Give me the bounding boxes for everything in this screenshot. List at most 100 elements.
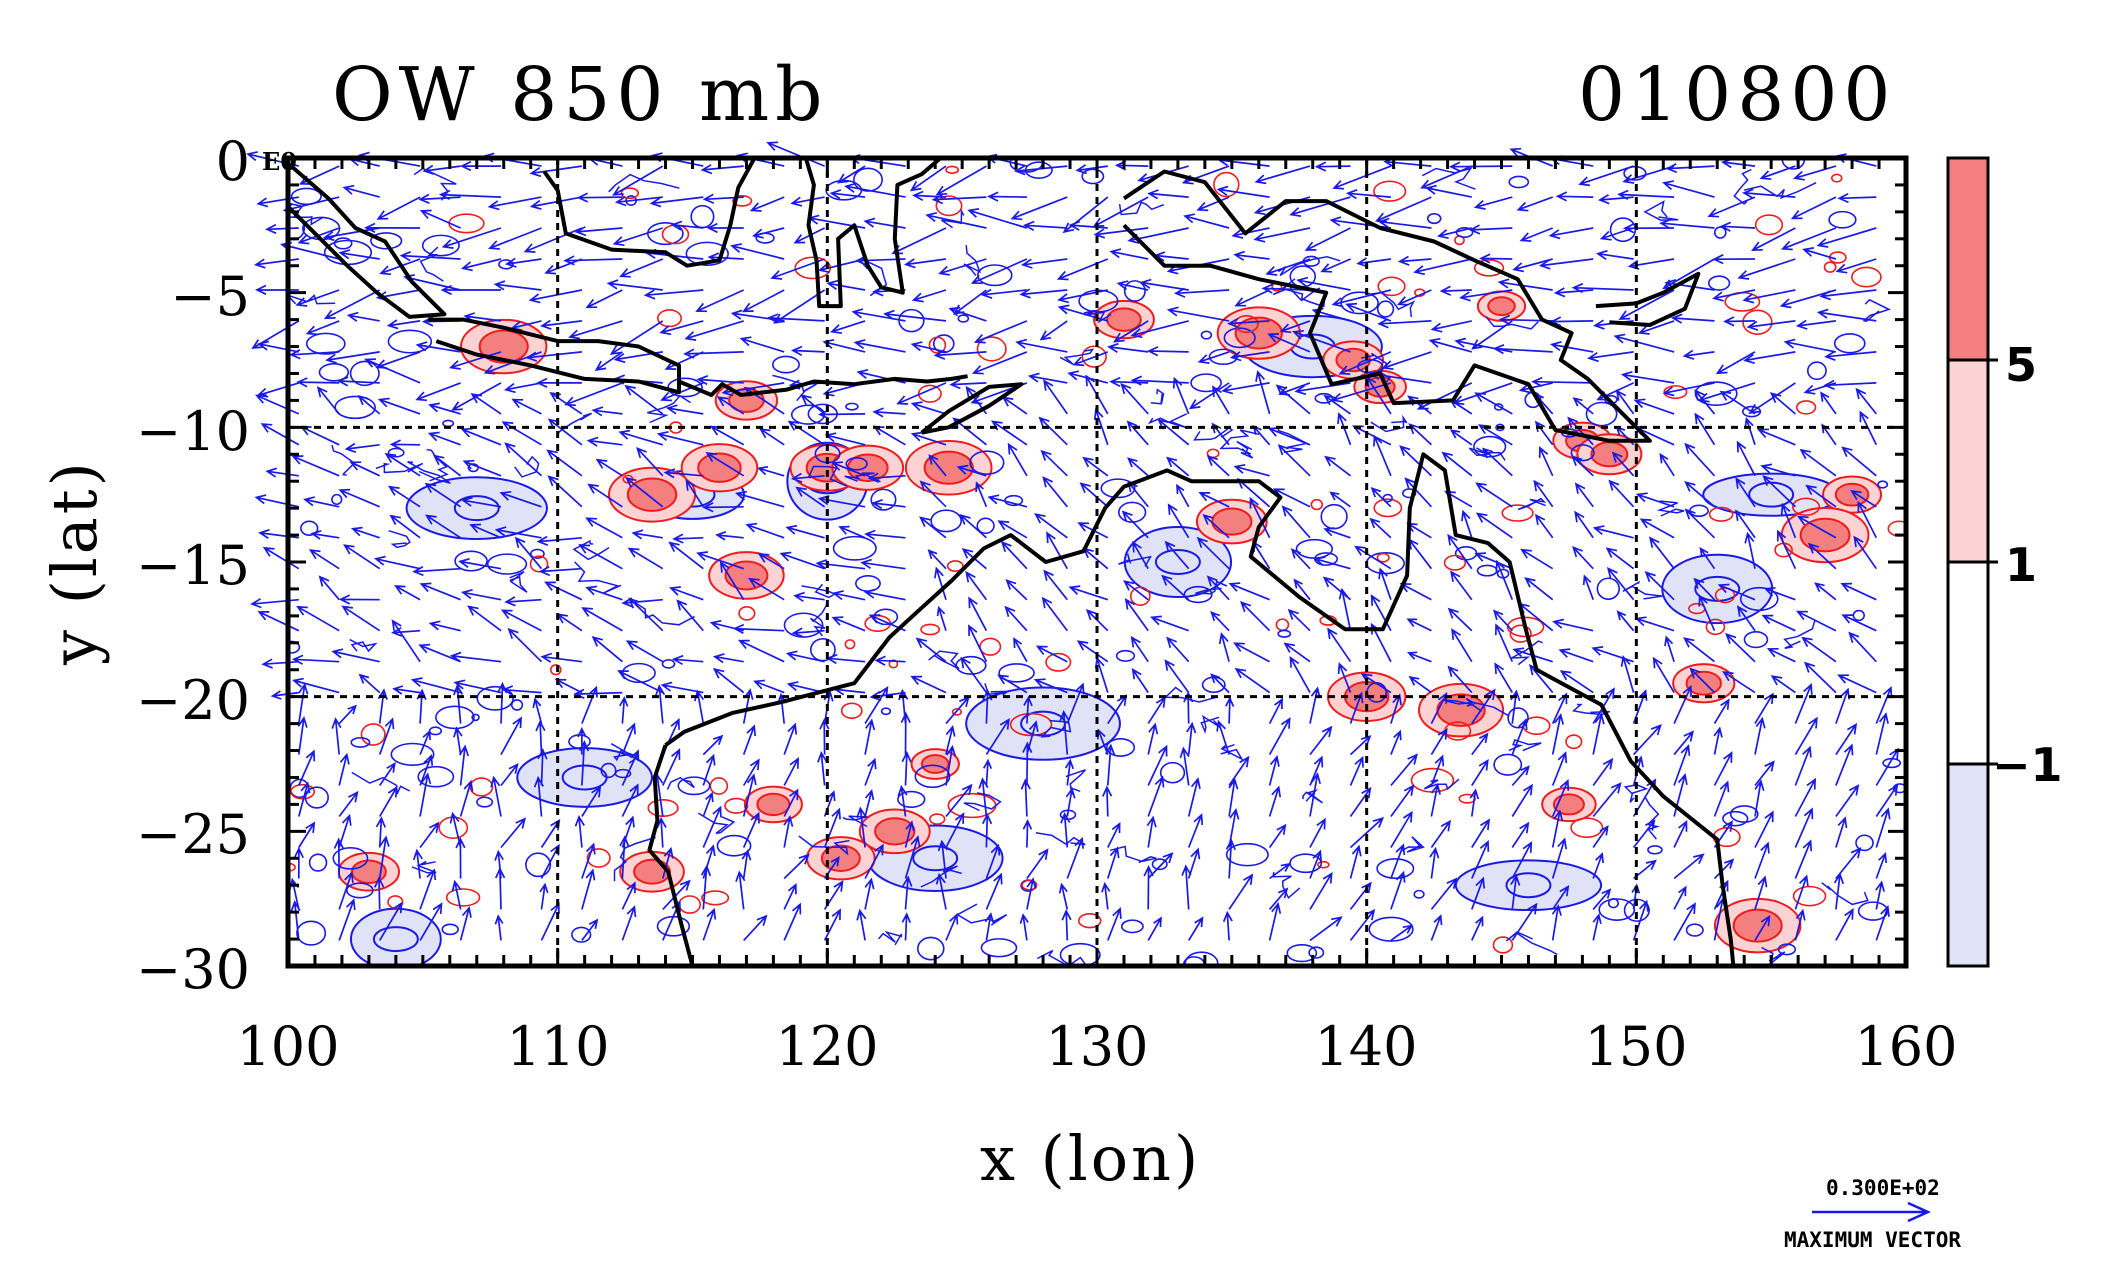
wind-vector xyxy=(338,898,356,941)
positive-ow-contour xyxy=(1705,618,1726,636)
wind-vector xyxy=(1206,455,1230,477)
wind-vector xyxy=(625,640,664,663)
wind-vector xyxy=(1023,220,1068,231)
wind-vector xyxy=(864,757,877,786)
positive-ow-core xyxy=(1487,296,1516,316)
wind-vector xyxy=(1549,316,1594,327)
wind-vector xyxy=(1253,227,1311,243)
wind-vector xyxy=(1551,778,1570,817)
wind-vector xyxy=(933,349,987,360)
negative-ow-contour xyxy=(529,548,545,560)
wind-vector xyxy=(1459,289,1513,302)
wind-vector xyxy=(1684,481,1716,508)
wind-vector xyxy=(1268,823,1287,848)
wind-vector xyxy=(1042,476,1068,508)
wind-vector xyxy=(1290,548,1311,570)
y-tick-label: −20 xyxy=(136,669,250,732)
wind-vector xyxy=(822,338,866,353)
colorbar-segment xyxy=(1946,358,1990,564)
wind-vector xyxy=(685,479,705,508)
wind-vector xyxy=(871,498,906,510)
wind-vector xyxy=(453,726,463,755)
wind-vector xyxy=(1754,760,1775,787)
wind-vector xyxy=(1082,456,1109,477)
wind-vector xyxy=(831,616,866,632)
negative-ow-contour xyxy=(1585,401,1618,427)
wind-vector xyxy=(1146,815,1157,848)
wind-vector xyxy=(1572,397,1594,415)
wind-vector xyxy=(1572,545,1594,570)
wind-vector xyxy=(985,718,1010,756)
wind-vector xyxy=(1558,648,1594,663)
wind-vector xyxy=(1147,916,1162,941)
wind-vector xyxy=(1743,351,1796,365)
positive-ow-contour xyxy=(620,187,640,200)
coastline-sulawesi xyxy=(803,158,942,309)
negative-ow-contour xyxy=(417,765,455,788)
wind-vector xyxy=(1124,598,1149,632)
wind-vector xyxy=(1511,718,1528,755)
wind-vector xyxy=(254,494,299,508)
wind-vector xyxy=(1725,632,1756,663)
negative-ow-contour xyxy=(633,601,695,626)
wind-vector xyxy=(1227,317,1270,329)
negative-ow-contour xyxy=(390,742,435,766)
wind-vector xyxy=(1673,730,1695,756)
wind-vector xyxy=(779,551,825,570)
negative-ow-contour xyxy=(1106,738,1136,757)
wind-vector xyxy=(419,821,440,849)
negative-ow-contour xyxy=(1190,373,1222,393)
wind-vector xyxy=(262,546,300,570)
wind-vector xyxy=(902,875,913,910)
wind-vector xyxy=(1447,665,1473,694)
wind-vector xyxy=(1068,585,1109,601)
reference-vector xyxy=(1812,1201,1932,1223)
wind-vector xyxy=(945,912,959,941)
wind-vector xyxy=(793,591,825,603)
wind-vector xyxy=(585,517,623,539)
wind-vector xyxy=(1617,189,1675,200)
wind-vector xyxy=(1268,754,1280,786)
wind-vector xyxy=(1833,872,1845,910)
wind-vector xyxy=(660,382,704,402)
wind-vector xyxy=(956,464,987,477)
wind-vector xyxy=(318,575,340,601)
wind-vector xyxy=(1551,692,1568,724)
wind-vector xyxy=(507,627,543,663)
negative-ow-contour xyxy=(1118,201,1165,216)
wind-vector xyxy=(997,674,1028,694)
wind-vector xyxy=(1013,637,1028,663)
wind-vector xyxy=(1390,729,1402,755)
wind-vector xyxy=(706,222,744,234)
negative-ow-contour xyxy=(1643,200,1679,221)
ow-contour-layer xyxy=(288,158,1906,966)
wind-vector xyxy=(1408,676,1432,694)
wind-vector xyxy=(1035,645,1068,663)
wind-vector xyxy=(333,837,344,879)
wind-vector xyxy=(700,164,744,175)
wind-vector xyxy=(619,258,664,278)
wind-vector xyxy=(490,775,502,817)
wind-vector xyxy=(1790,196,1837,220)
wind-vector xyxy=(391,619,421,663)
wind-vector xyxy=(1531,376,1594,388)
wind-vector xyxy=(1292,329,1351,353)
wind-vector xyxy=(1533,479,1554,508)
wind-vector xyxy=(612,165,664,196)
wind-vector xyxy=(1737,258,1796,280)
wind-vector xyxy=(384,452,421,477)
wind-vector xyxy=(1494,662,1514,694)
wind-vector xyxy=(738,639,785,663)
wind-vector xyxy=(609,320,664,355)
wind-vector xyxy=(1474,552,1513,570)
wind-vector xyxy=(1875,807,1891,848)
wind-vector xyxy=(1150,615,1189,632)
negative-ow-contour xyxy=(845,402,859,411)
wind-vector xyxy=(415,382,461,402)
wind-vector xyxy=(928,454,947,477)
wind-vector xyxy=(1093,227,1149,239)
wind-vector xyxy=(800,394,826,415)
wind-vector xyxy=(1126,420,1149,446)
wind-vector xyxy=(1043,379,1068,415)
negative-ow-region xyxy=(965,686,1121,761)
